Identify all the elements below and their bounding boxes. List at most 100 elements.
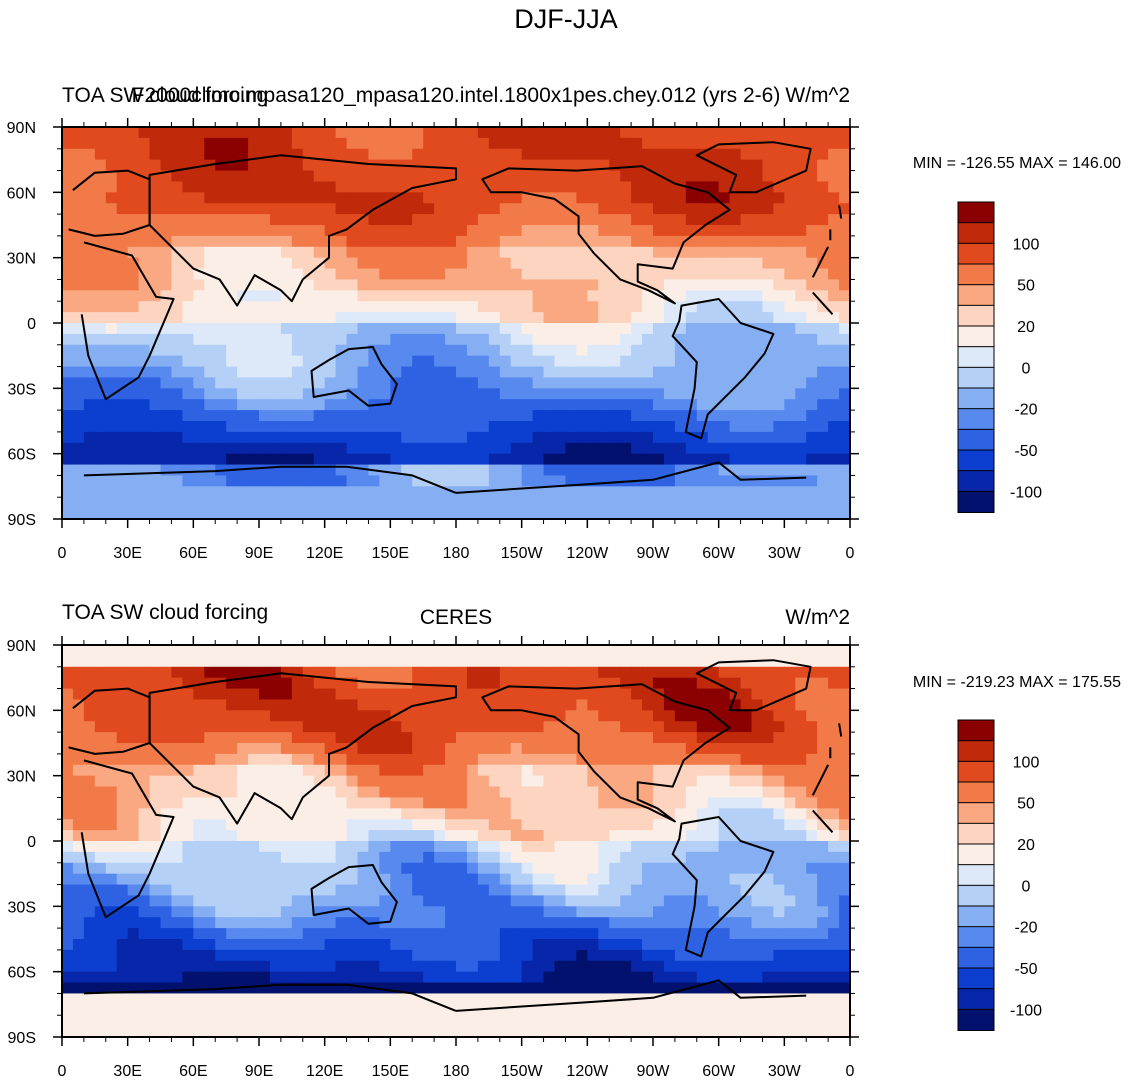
map-cell-105 [423,138,435,149]
map-cell-2006 [741,421,753,432]
map-cell-1436 [806,334,818,345]
map-cell-2043 [358,950,370,961]
map-cell-2302 [828,465,840,476]
map-cell-2158 [828,443,840,454]
map-cell-570 [784,203,796,214]
map-cell-1336 [500,841,512,852]
map-cell-433 [73,192,85,203]
map-cell-1014 [128,279,140,290]
map-cell-1113 [423,808,435,819]
map-cell-942 [128,269,140,280]
map-cell-37 [467,645,479,656]
map-cell-1294 [828,830,840,841]
map-cell-2091 [95,961,107,972]
map-cell-969 [423,269,435,280]
map-cell-289 [73,689,85,700]
map-cell-68 [806,645,818,656]
map-cell-2018 [84,432,96,443]
map-cell-2134 [565,443,577,454]
map-cell-1399 [401,852,413,863]
map-cell-1435 [795,852,807,863]
map-cell-1003 [795,269,807,280]
map-cell-455 [314,192,326,203]
map-cell-1291 [795,830,807,841]
map-cell-1998 [653,939,665,950]
map-cell-2028 [193,950,205,961]
map-cell-1232 [150,312,162,323]
map-cell-464 [412,710,424,721]
map-cell-187 [533,667,545,678]
map-cell-370 [171,181,183,192]
map-cell-1455 [226,863,238,874]
map-cell-2117 [379,961,391,972]
map-cell-1203 [620,819,632,830]
map-cell-2098 [171,961,183,972]
map-cell-217 [73,678,85,689]
map-cell-2099 [182,443,194,454]
map-cell-2469 [292,497,304,508]
map-cell-987 [620,269,632,280]
map-cell-745 [336,236,348,247]
map-cell-2035 [270,432,282,443]
map-cell-712 [762,743,774,754]
map-cell-308 [281,171,293,182]
map-cell-546 [522,721,534,732]
map-cell-1070 [741,279,753,290]
map-cell-2162 [84,972,96,983]
map-cell-2112 [325,443,337,454]
map-cell-860 [806,765,818,776]
map-cell-2010 [784,939,796,950]
map-cell-1257 [423,312,435,323]
map-cell-165 [292,667,304,678]
map-cell-365 [117,181,129,192]
map-cell-1178 [347,301,359,312]
map-cell-1261 [467,312,479,323]
map-cell-1327 [401,841,413,852]
map-cell-1960 [237,939,249,950]
map-cell-1711 [664,377,676,388]
map-cell-320 [412,171,424,182]
map-cell-601 [336,214,348,225]
map-cell-2184 [325,972,337,983]
map-cell-1892 [281,410,293,421]
map-cell-2066 [609,432,621,443]
map-cell-717 [817,743,829,754]
map-cell-2158 [828,961,840,972]
map-cell-2164 [106,972,118,983]
map-cell-1597 [204,885,216,896]
map-cell-169 [336,667,348,678]
map-cell-450 [259,710,271,721]
map-cell-206 [741,149,753,160]
map-cell-412 [631,699,643,710]
map-cell-1450 [171,345,183,356]
map-cell-1051 [533,279,545,290]
map-cell-1806 [128,917,140,928]
map-cell-1757 [379,906,391,917]
map-cell-1261 [467,830,479,841]
map-cell-1702 [565,895,577,906]
map-cell-726 [128,236,140,247]
map-cell-782 [741,236,753,247]
map-cell-1245 [292,312,304,323]
map-cell-1742 [215,388,227,399]
map-cell-606 [390,732,402,743]
map-cell-931 [795,258,807,269]
map-cell-2007 [752,939,764,950]
map-cell-1164 [193,819,205,830]
map-cell-306 [259,171,271,182]
map-cell-737 [248,236,260,247]
map-cell-2497 [598,497,610,508]
map-cell-2178 [259,972,271,983]
colorbar-swatch-13 [958,471,994,492]
map-cell-27 [358,645,370,656]
map-cell-43 [533,645,545,656]
map-cell-2036 [281,432,293,443]
map-cell-1034 [347,797,359,808]
map-cell-1856 [675,917,687,928]
map-cell-1852 [631,917,643,928]
map-cell-632 [675,732,687,743]
map-cell-1892 [281,928,293,939]
map-cell-1939 [795,410,807,421]
map-cell-914 [609,258,621,269]
